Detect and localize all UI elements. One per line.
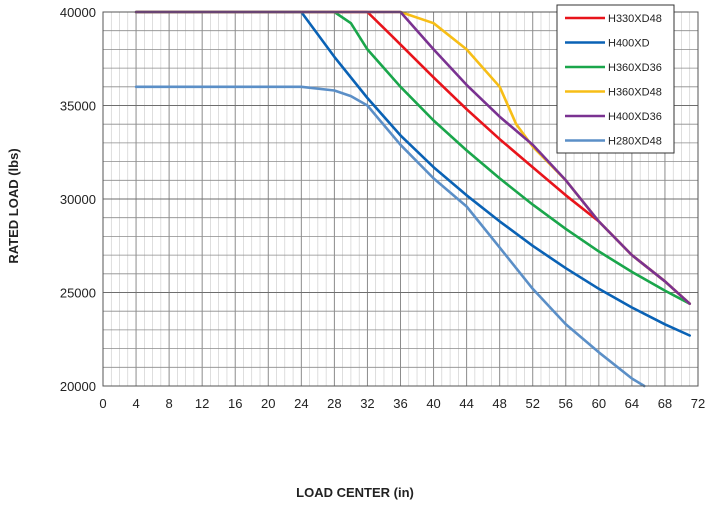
y-tick-label: 20000	[60, 379, 96, 394]
legend-label: H400XD36	[608, 111, 662, 123]
x-tick-label: 36	[393, 396, 407, 411]
legend-label: H360XD36	[608, 62, 662, 74]
series-line-h400xd36	[134, 10, 692, 306]
x-tick-label: 48	[492, 396, 506, 411]
legend-label: H360XD48	[608, 87, 662, 99]
series-line-h400xd	[134, 10, 692, 337]
y-tick-label: 25000	[60, 286, 96, 301]
series-line-h280xd48	[134, 85, 646, 388]
plot-frame	[102, 11, 699, 387]
legend-box	[556, 4, 675, 154]
x-tick-label: 28	[327, 396, 341, 411]
y-tick-label: 35000	[60, 99, 96, 114]
x-tick-label: 56	[559, 396, 573, 411]
x-tick-label: 4	[132, 396, 139, 411]
x-tick-label: 72	[691, 396, 705, 411]
x-tick-label: 12	[195, 396, 209, 411]
legend-label: H280XD48	[608, 136, 662, 148]
x-tick-label: 68	[658, 396, 672, 411]
x-tick-labels: 0 4 8 12 16 20 24 28 32 36 40 44 48 52 56 60 64 68 72	[99, 396, 705, 411]
x-tick-label: 52	[525, 396, 539, 411]
legend-label: H330XD48	[608, 13, 662, 25]
x-tick-label: 60	[592, 396, 606, 411]
plot-border	[102, 11, 699, 387]
legend: H330XD48 H400XD H360XD36 H360XD48 H400XD36 H2…	[556, 4, 675, 154]
x-tick-label: 20	[261, 396, 275, 411]
legend-label: H400XD	[608, 38, 650, 50]
x-tick-label: 8	[165, 396, 172, 411]
y-tick-label: 30000	[60, 192, 96, 207]
y-tick-labels: 20000 25000 30000 35000 40000	[60, 5, 96, 394]
y-tick-label: 40000	[60, 5, 96, 20]
x-axis-title: LOAD CENTER (in)	[296, 485, 414, 500]
x-tick-label: 40	[426, 396, 440, 411]
series-line-h360xd36	[134, 10, 692, 306]
series-lines	[134, 10, 692, 388]
x-tick-label: 16	[228, 396, 242, 411]
y-axis-title: RATED LOAD (lbs)	[6, 148, 21, 263]
x-tick-label: 0	[99, 396, 106, 411]
x-tick-label: 32	[360, 396, 374, 411]
x-tick-label: 24	[294, 396, 308, 411]
x-tick-label: 64	[625, 396, 639, 411]
x-tick-label: 44	[459, 396, 473, 411]
